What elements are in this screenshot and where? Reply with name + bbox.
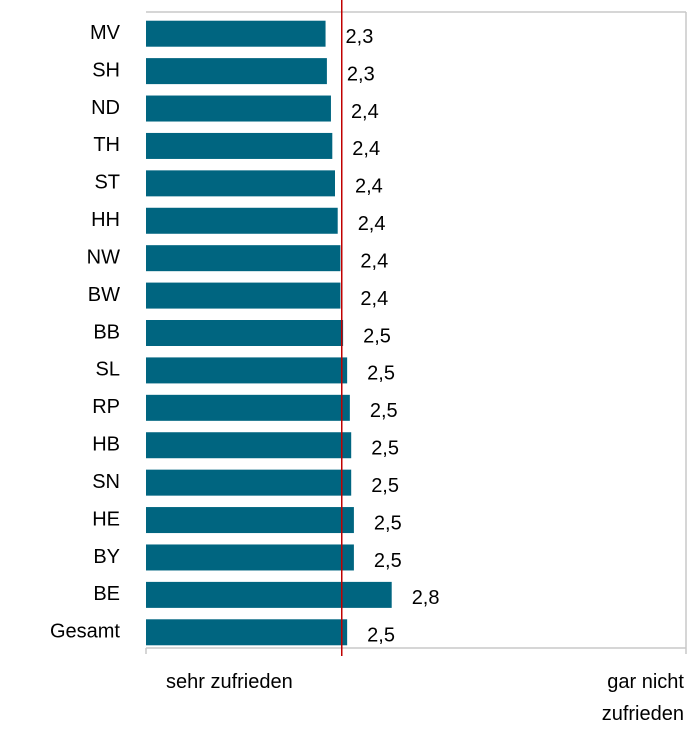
y-tick-label: BB [93,321,120,343]
value-label: 2,4 [351,101,379,123]
bar [146,170,335,197]
bar [146,320,344,346]
bar [146,469,352,496]
bar [146,581,392,608]
value-label: 2,5 [367,625,395,647]
bar [146,507,354,534]
value-label: 2,5 [374,512,402,534]
bar [146,394,350,421]
bar [146,132,333,159]
value-label: 2,8 [412,587,440,609]
y-tick-label: BY [93,546,120,568]
y-tick-label: SN [92,471,120,493]
value-label: 2,3 [347,63,375,85]
value-label: 2,4 [355,176,383,198]
x-tick-label: gar nicht zufrieden [601,671,684,725]
y-tick-label: HE [92,508,120,530]
bar [146,544,354,571]
y-tick-label: HH [91,209,120,231]
value-label: 2,5 [363,325,391,347]
bar [146,58,327,85]
y-tick-label: BE [93,583,120,605]
y-tick-label: TH [93,134,120,156]
bar [146,619,348,646]
y-tick-label: Gesamt [50,621,120,643]
y-tick-label: ST [94,172,120,194]
bar [146,245,341,272]
value-label: 2,4 [360,250,388,272]
value-label: 2,3 [346,26,374,48]
value-label: 2,5 [371,438,399,460]
value-label: 2,4 [358,213,386,235]
y-tick-label: MV [90,22,121,44]
bar [146,282,341,309]
value-label: 2,5 [367,363,395,385]
y-tick-label: HB [92,434,120,456]
value-label: 2,4 [360,288,388,310]
bar [146,432,352,459]
y-tick-label: SH [92,59,120,81]
y-tick-label: BW [88,284,120,306]
value-label: 2,5 [371,475,399,497]
value-label: 2,5 [374,550,402,572]
bar [146,207,338,234]
y-tick-label: SL [96,359,120,381]
bar [146,95,331,122]
value-label: 2,5 [370,400,398,422]
y-tick-label: ND [91,97,120,119]
bar [146,357,348,384]
x-tick-label: sehr zufrieden [166,671,293,693]
value-label: 2,4 [352,138,380,160]
bar [146,20,326,47]
y-tick-label: NW [87,246,120,268]
y-tick-label: RP [92,396,120,418]
